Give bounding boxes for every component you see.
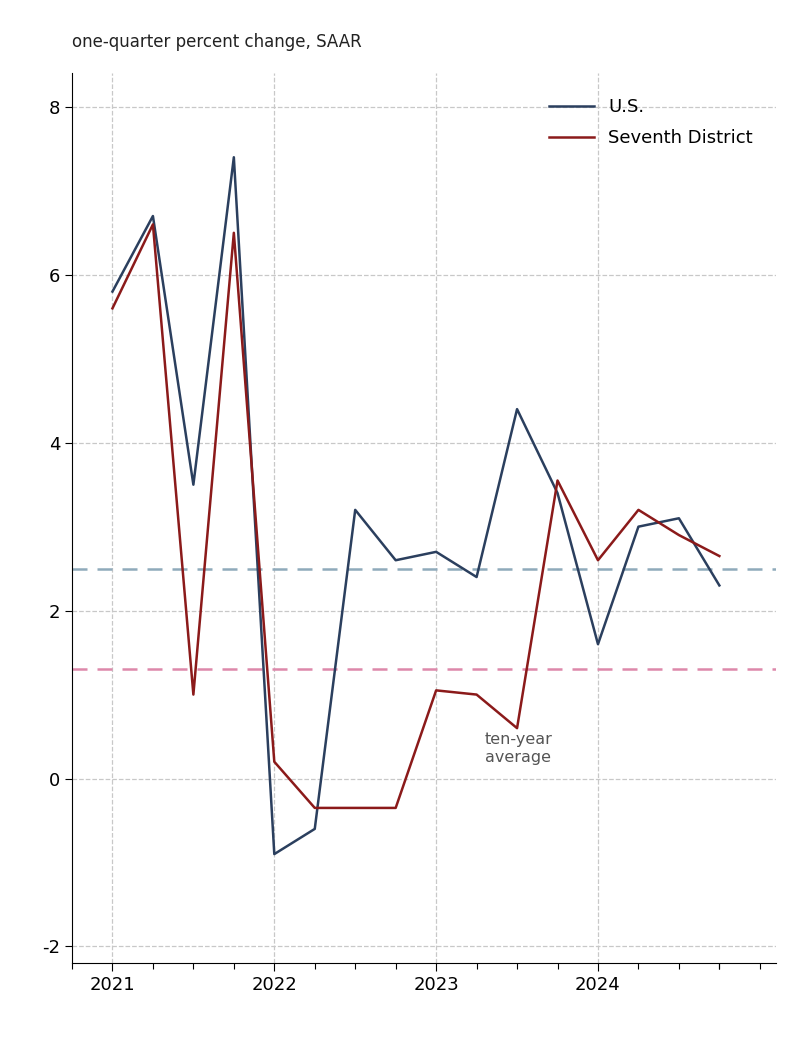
Seventh District	[472, 688, 482, 700]
U.S.	[108, 285, 118, 297]
U.S.	[350, 504, 360, 516]
Line: Seventh District: Seventh District	[113, 224, 719, 808]
U.S.	[270, 848, 279, 861]
Seventh District	[350, 802, 360, 815]
Seventh District	[634, 504, 643, 516]
Seventh District	[714, 550, 724, 562]
Seventh District	[148, 218, 158, 230]
Seventh District	[229, 226, 238, 239]
Seventh District	[391, 802, 401, 815]
U.S.	[593, 638, 602, 650]
Seventh District	[108, 303, 118, 315]
U.S.	[229, 151, 238, 163]
U.S.	[553, 487, 562, 499]
Seventh District	[674, 529, 684, 541]
U.S.	[391, 554, 401, 566]
U.S.	[472, 571, 482, 583]
Text: ten-year
average: ten-year average	[485, 732, 553, 764]
Text: one-quarter percent change, SAAR: one-quarter percent change, SAAR	[72, 34, 362, 51]
U.S.	[310, 823, 319, 836]
Legend: U.S., Seventh District: U.S., Seventh District	[542, 91, 760, 154]
Seventh District	[512, 721, 522, 734]
U.S.	[714, 579, 724, 592]
Seventh District	[189, 688, 198, 700]
U.S.	[634, 520, 643, 533]
U.S.	[189, 478, 198, 491]
U.S.	[148, 209, 158, 222]
U.S.	[431, 545, 441, 558]
Seventh District	[553, 474, 562, 487]
Seventh District	[270, 756, 279, 768]
Seventh District	[310, 802, 319, 815]
Line: U.S.: U.S.	[113, 157, 719, 854]
Seventh District	[593, 554, 602, 566]
U.S.	[674, 512, 684, 525]
U.S.	[512, 403, 522, 416]
Seventh District	[431, 684, 441, 696]
